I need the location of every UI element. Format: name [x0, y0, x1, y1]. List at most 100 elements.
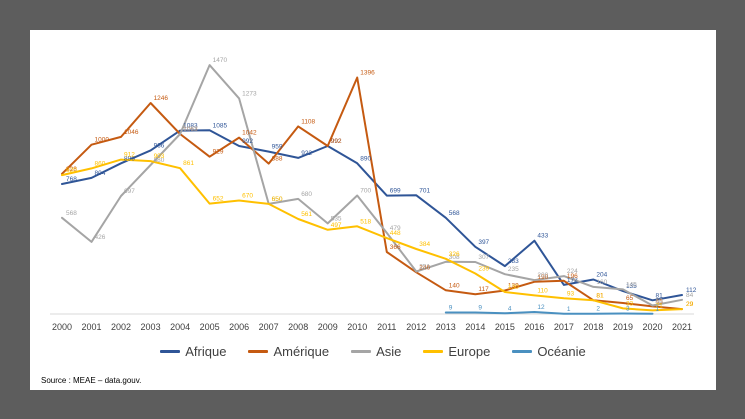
legend-item: Amérique [248, 344, 329, 359]
series-line-europe [61, 158, 683, 312]
data-label: 650 [272, 196, 283, 203]
legend-item: Océanie [512, 344, 586, 359]
data-label: 1470 [213, 57, 228, 64]
data-label: 903 [154, 153, 165, 160]
data-label: 1246 [154, 95, 169, 102]
data-label: 448 [390, 230, 401, 237]
data-label: 81 [596, 292, 604, 299]
data-label: 959 [272, 144, 283, 151]
data-label: 568 [449, 210, 460, 217]
data-label: 9 [478, 304, 482, 311]
data-label: 1 [567, 306, 571, 313]
data-label: 535 [331, 215, 342, 222]
x-tick-label: 2014 [465, 322, 485, 332]
legend-swatch [351, 349, 372, 353]
data-label: 860 [95, 160, 106, 167]
data-label: 29 [686, 301, 694, 308]
data-label: 700 [360, 187, 371, 194]
data-label: 828 [66, 166, 77, 173]
data-label: 112 [686, 287, 697, 294]
data-label: 561 [301, 211, 312, 218]
legend-label: Amérique [273, 343, 330, 359]
legend-item: Afrique [160, 344, 226, 359]
data-label: 81 [655, 292, 663, 299]
data-label: 966 [154, 142, 165, 149]
x-tick-label: 2015 [495, 322, 515, 332]
data-label: 1108 [301, 118, 315, 125]
series-line-asie [61, 64, 683, 307]
data-label: 93 [567, 290, 575, 297]
data-label: 1396 [360, 70, 375, 77]
legend-label: Asie [376, 343, 402, 359]
data-label: 497 [331, 222, 342, 229]
data-label: 110 [537, 287, 548, 294]
data-label: 117 [478, 286, 489, 293]
data-label: 21 [655, 302, 663, 309]
data-label: 84 [686, 292, 694, 299]
data-label: 1085 [213, 122, 228, 129]
data-label: 139 [508, 282, 519, 289]
data-label: 397 [478, 239, 489, 246]
data-label: 992 [242, 138, 253, 145]
data-label: 992 [331, 138, 342, 145]
data-label: 4 [508, 305, 512, 312]
data-label: 929 [213, 149, 224, 156]
data-label: 518 [360, 218, 371, 225]
x-tick-label: 2000 [52, 322, 72, 332]
data-label: 650 [272, 196, 283, 203]
data-label: 326 [449, 251, 460, 258]
data-label: 366 [390, 244, 401, 251]
data-label: 680 [301, 191, 312, 198]
data-label: 135 [626, 283, 637, 290]
legend-swatch [512, 349, 533, 353]
data-label: 912 [124, 152, 135, 159]
data-label: 880 [154, 157, 165, 164]
data-label: 224 [567, 268, 578, 275]
data-label: 426 [95, 234, 106, 241]
legend-swatch [248, 349, 269, 353]
x-tick-label: 2003 [141, 322, 161, 332]
data-label: 239 [478, 266, 489, 273]
x-tick-label: 2018 [583, 322, 603, 332]
data-label: 890 [360, 155, 371, 162]
data-label: 33 [626, 300, 634, 307]
data-label: 1063 [183, 126, 198, 133]
x-tick-label: 2013 [436, 322, 456, 332]
data-label: 670 [242, 193, 253, 200]
data-label: 45 [655, 298, 663, 305]
data-label: 1000 [95, 137, 110, 144]
x-tick-label: 2012 [406, 322, 426, 332]
data-label: 1 [655, 306, 659, 313]
legend-label: Afrique [185, 343, 227, 359]
data-label: 196 [567, 273, 578, 280]
series-line-océanie [444, 311, 654, 315]
data-label: 1046 [124, 129, 139, 136]
data-label: 12 [537, 304, 545, 311]
data-label: 1042 [242, 130, 257, 137]
x-tick-label: 2005 [200, 322, 220, 332]
data-label: 1063 [183, 126, 198, 133]
chart-legend: Afrique Amérique Asie Europe Océanie [30, 340, 716, 362]
data-label: 701 [419, 187, 430, 194]
source-note: Source : MEAE – data.gouv. [41, 376, 142, 385]
data-label: 699 [390, 188, 401, 195]
data-label: 190 [537, 274, 548, 281]
x-tick-label: 2008 [288, 322, 308, 332]
data-label: 283 [508, 258, 519, 265]
series-line-amérique [61, 76, 683, 311]
chart-slide: 2000 2001 2002 2003 2004 2005 2006 2007 2008 2009… [30, 30, 716, 390]
data-label: 433 [537, 233, 548, 240]
data-label: 2 [596, 306, 600, 313]
data-label: 145 [626, 281, 637, 288]
data-label: 9 [449, 304, 453, 311]
data-label: 204 [596, 271, 607, 278]
x-tick-label: 2011 [377, 322, 396, 332]
x-tick-label: 2017 [554, 322, 574, 332]
data-label: 29 [686, 301, 694, 308]
data-label: 65 [626, 295, 634, 302]
data-label: 3 [626, 305, 630, 312]
legend-label: Europe [448, 343, 491, 359]
legend-item: Europe [423, 344, 490, 359]
x-tick-label: 2006 [229, 322, 249, 332]
x-tick-label: 2002 [111, 322, 131, 332]
